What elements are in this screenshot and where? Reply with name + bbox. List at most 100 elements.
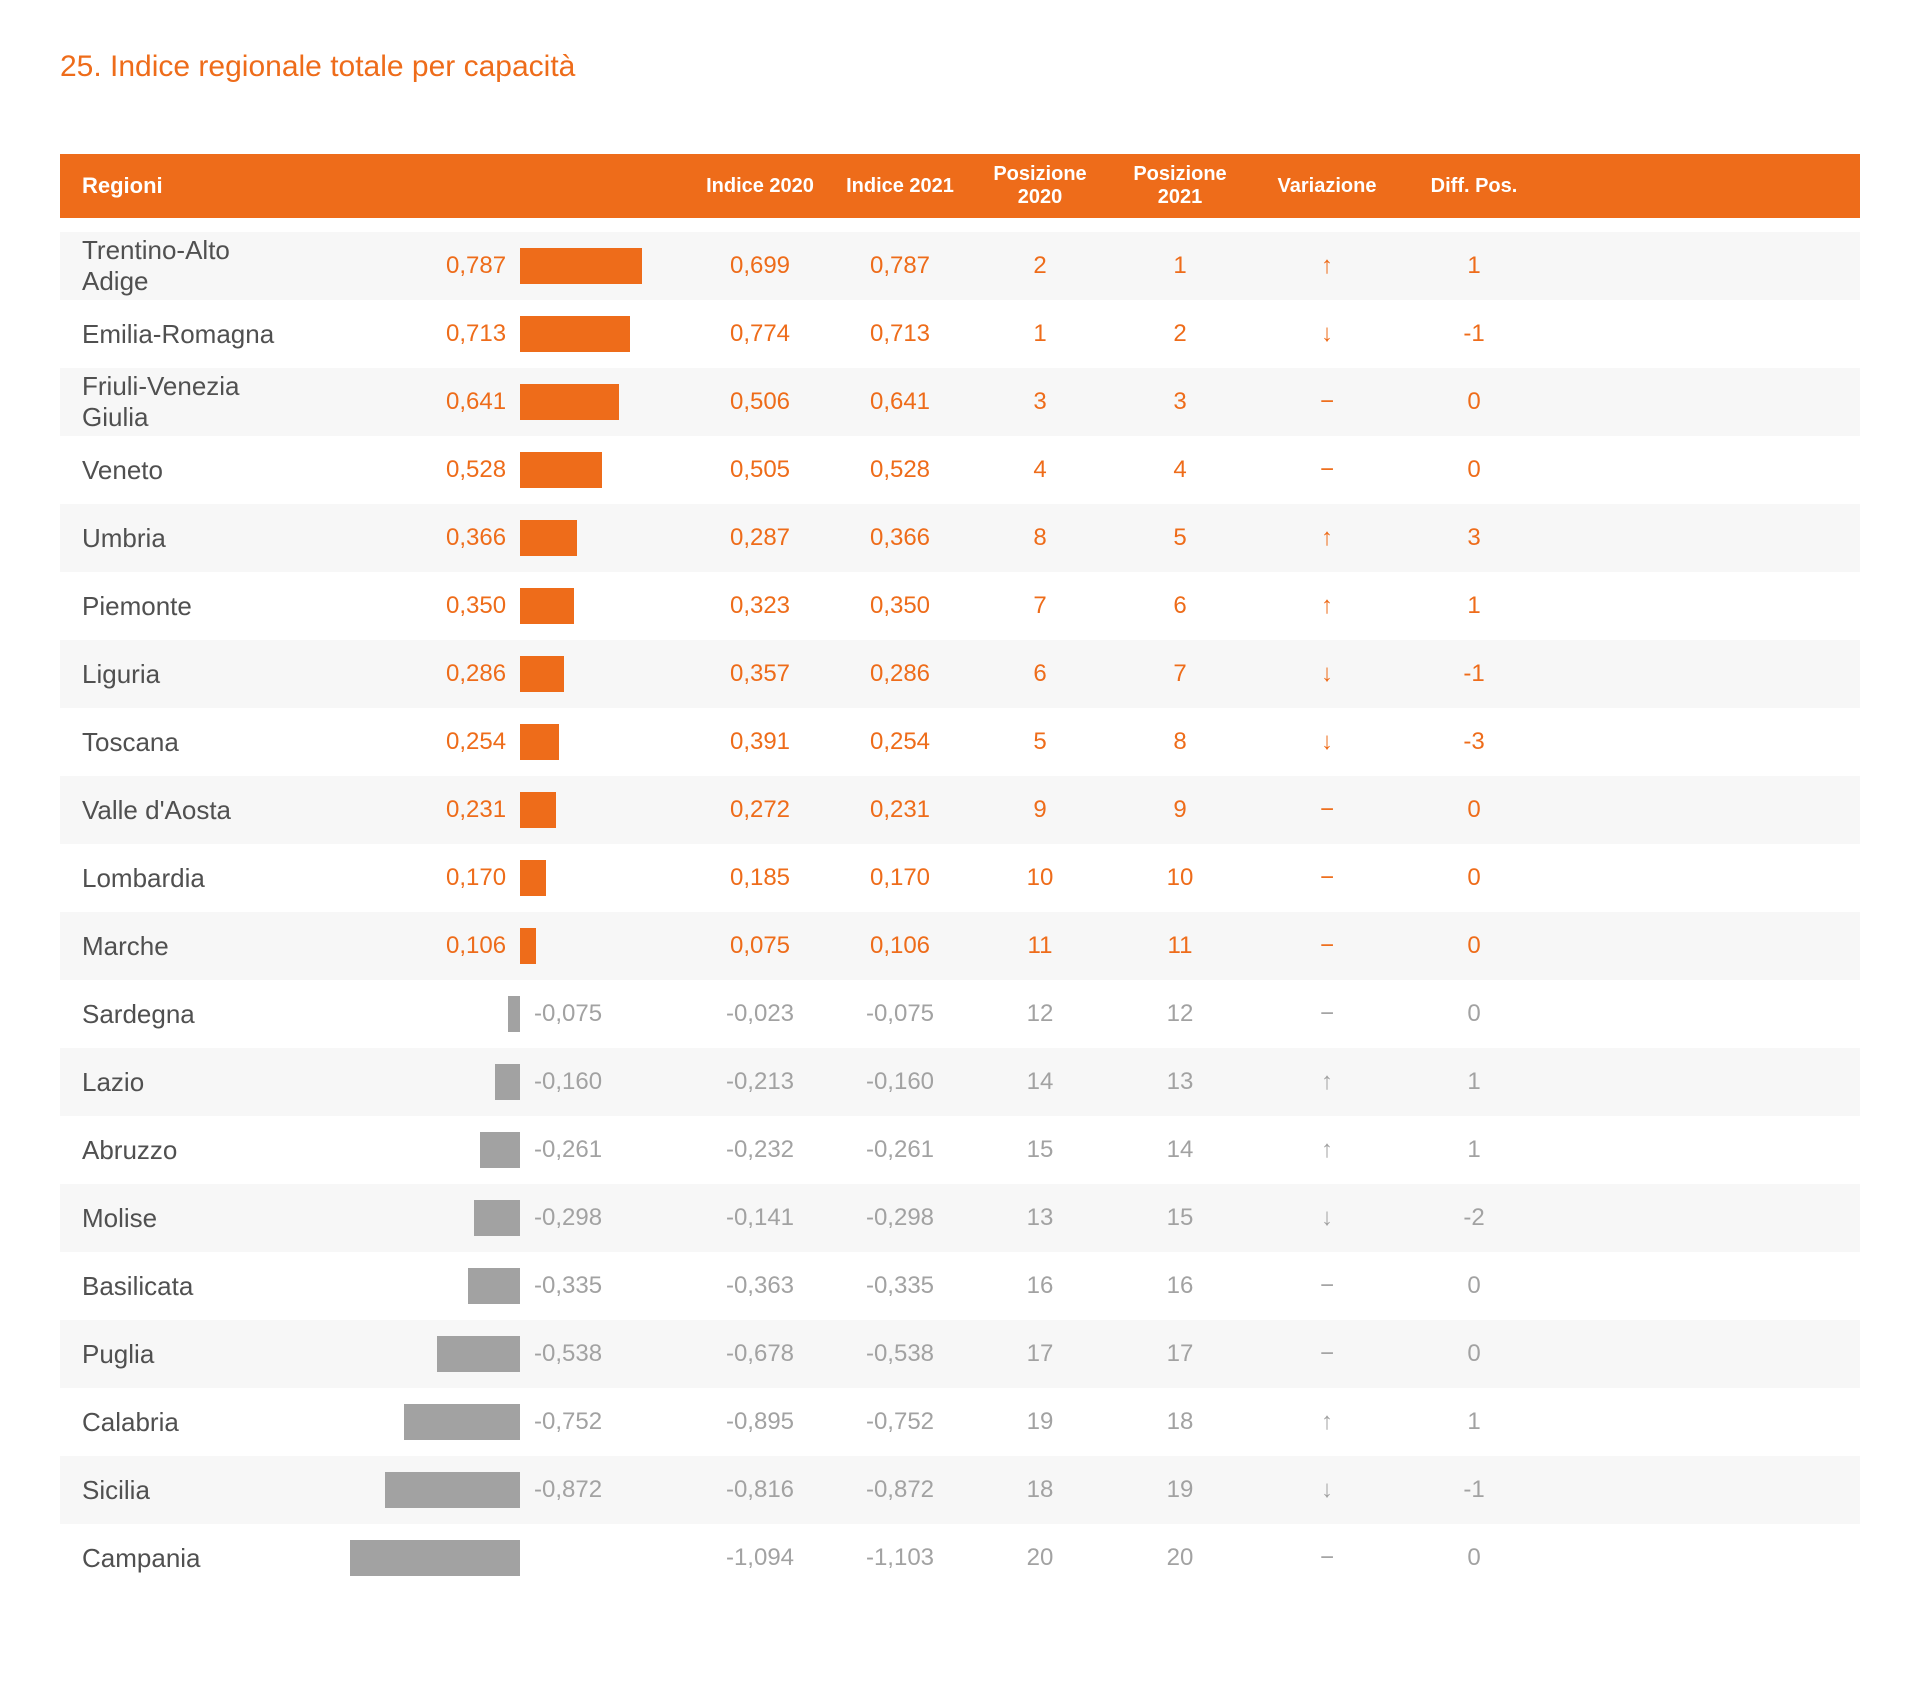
indice-2021: 0,713 [830, 320, 970, 348]
arrow-up-icon: ↑ [1321, 1408, 1333, 1435]
region-name: Veneto [60, 455, 300, 486]
table-row: Lazio-0,160-0,213-0,1601413↑1 [60, 1048, 1860, 1116]
diff-pos: -2 [1404, 1204, 1544, 1232]
indice-2020: 0,323 [690, 592, 830, 620]
variazione: ↑ [1250, 592, 1404, 620]
bar-value-label: 0,641 [446, 388, 506, 416]
variazione: − [1250, 1272, 1404, 1300]
variazione: ↓ [1250, 1204, 1404, 1232]
table-row: Friuli-Venezia Giulia0,6410,5060,64133−0 [60, 368, 1860, 436]
variazione: ↑ [1250, 252, 1404, 280]
diff-pos: -1 [1404, 660, 1544, 688]
bar-positive [520, 520, 577, 556]
table-row: Toscana0,2540,3910,25458↓-3 [60, 708, 1860, 776]
indice-2021: -0,335 [830, 1272, 970, 1300]
bar-value-label: -0,538 [534, 1340, 602, 1368]
bar-cell: 0,528 [300, 436, 690, 504]
table-row: Molise-0,298-0,141-0,2981315↓-2 [60, 1184, 1860, 1252]
diff-pos: 0 [1404, 1272, 1544, 1300]
indice-2020: -0,816 [690, 1476, 830, 1504]
posizione-2020: 15 [970, 1136, 1110, 1164]
diff-pos: 1 [1404, 1408, 1544, 1436]
bar-value-label: -0,752 [534, 1408, 602, 1436]
posizione-2020: 8 [970, 524, 1110, 552]
variazione: − [1250, 932, 1404, 960]
variazione: − [1250, 456, 1404, 484]
posizione-2020: 6 [970, 660, 1110, 688]
region-name: Lazio [60, 1067, 300, 1098]
posizione-2021: 11 [1110, 932, 1250, 960]
indice-2020: 0,506 [690, 388, 830, 416]
table-row: Campania-1,094-1,1032020−0 [60, 1524, 1860, 1592]
variazione: − [1250, 796, 1404, 824]
region-name: Umbria [60, 523, 300, 554]
posizione-2021: 8 [1110, 728, 1250, 756]
posizione-2021: 20 [1110, 1544, 1250, 1572]
arrow-up-icon: ↑ [1321, 1136, 1333, 1163]
region-name: Trentino-Alto Adige [60, 235, 300, 297]
indice-2021: 0,286 [830, 660, 970, 688]
header-gap [60, 218, 1860, 232]
bar-positive [520, 656, 564, 692]
bar-cell: -0,752 [300, 1388, 690, 1456]
posizione-2021: 2 [1110, 320, 1250, 348]
posizione-2021: 10 [1110, 864, 1250, 892]
indice-2021: 0,350 [830, 592, 970, 620]
posizione-2021: 16 [1110, 1272, 1250, 1300]
table-row: Calabria-0,752-0,895-0,7521918↑1 [60, 1388, 1860, 1456]
indice-2020: -0,023 [690, 1000, 830, 1028]
diff-pos: 0 [1404, 1544, 1544, 1572]
indice-2021: -0,075 [830, 1000, 970, 1028]
diff-pos: 0 [1404, 1000, 1544, 1028]
table-row: Marche0,1060,0750,1061111−0 [60, 912, 1860, 980]
table-row: Sardegna-0,075-0,023-0,0751212−0 [60, 980, 1860, 1048]
region-name: Marche [60, 931, 300, 962]
bar-value-label: -0,075 [534, 1000, 602, 1028]
regional-index-table: Regioni Indice 2020 Indice 2021 Posizion… [60, 154, 1860, 1592]
posizione-2020: 20 [970, 1544, 1110, 1572]
arrow-down-icon: ↓ [1321, 1204, 1333, 1231]
header-pos2021: Posizione 2021 [1110, 163, 1250, 209]
variazione: − [1250, 1544, 1404, 1572]
posizione-2020: 4 [970, 456, 1110, 484]
posizione-2020: 11 [970, 932, 1110, 960]
bar-positive [520, 316, 630, 352]
diff-pos: 1 [1404, 592, 1544, 620]
bar-value-label: 0,286 [446, 660, 506, 688]
chart-title: 25. Indice regionale totale per capacità [60, 50, 1860, 84]
posizione-2020: 19 [970, 1408, 1110, 1436]
bar-cell: -0,261 [300, 1116, 690, 1184]
indice-2020: -0,363 [690, 1272, 830, 1300]
table-row: Trentino-Alto Adige0,7870,6990,78721↑1 [60, 232, 1860, 300]
bar-positive [520, 248, 642, 284]
indice-2021: -0,298 [830, 1204, 970, 1232]
table-row: Abruzzo-0,261-0,232-0,2611514↑1 [60, 1116, 1860, 1184]
posizione-2021: 1 [1110, 252, 1250, 280]
variazione: ↓ [1250, 320, 1404, 348]
arrow-down-icon: ↓ [1321, 1476, 1333, 1503]
posizione-2021: 7 [1110, 660, 1250, 688]
bar-value-label: -0,298 [534, 1204, 602, 1232]
posizione-2021: 3 [1110, 388, 1250, 416]
diff-pos: -1 [1404, 1476, 1544, 1504]
bar-value-label: 0,106 [446, 932, 506, 960]
indice-2021: 0,254 [830, 728, 970, 756]
variazione: − [1250, 1340, 1404, 1368]
posizione-2020: 13 [970, 1204, 1110, 1232]
bar-positive [520, 724, 559, 760]
bar-positive [520, 384, 619, 420]
variazione: ↓ [1250, 728, 1404, 756]
posizione-2021: 18 [1110, 1408, 1250, 1436]
no-change-icon: − [1320, 1544, 1334, 1571]
bar-cell: 0,713 [300, 300, 690, 368]
region-name: Sardegna [60, 999, 300, 1030]
indice-2021: 0,366 [830, 524, 970, 552]
posizione-2021: 13 [1110, 1068, 1250, 1096]
table-row: Emilia-Romagna0,7130,7740,71312↓-1 [60, 300, 1860, 368]
bar-value-label: 0,254 [446, 728, 506, 756]
region-name: Puglia [60, 1339, 300, 1370]
bar-value-label: 0,231 [446, 796, 506, 824]
indice-2020: 0,774 [690, 320, 830, 348]
diff-pos: 0 [1404, 388, 1544, 416]
indice-2021: -0,538 [830, 1340, 970, 1368]
